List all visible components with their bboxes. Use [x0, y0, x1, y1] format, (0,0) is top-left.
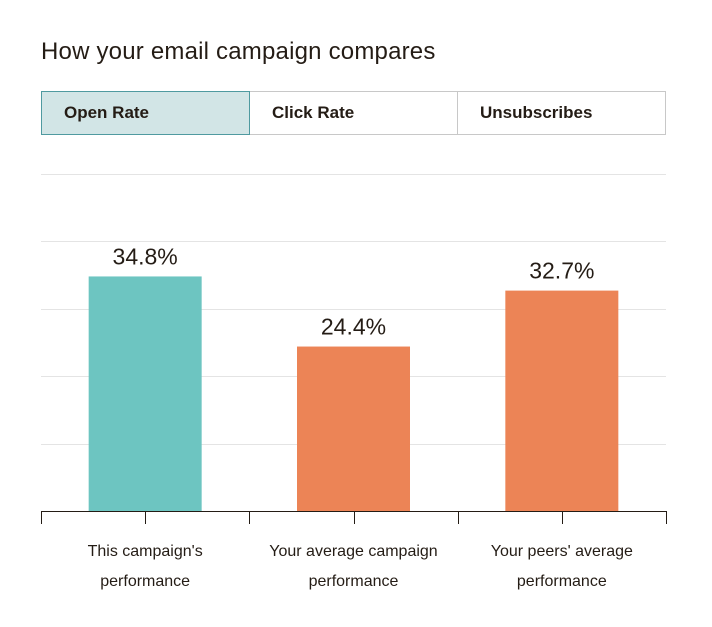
category-label: performance — [100, 573, 190, 590]
bar — [88, 276, 202, 511]
data-label: 32.7% — [529, 258, 594, 284]
category-label: Your average campaign — [269, 543, 437, 560]
metric-tabs: Open Rate Click Rate Unsubscribes — [41, 91, 666, 135]
page-title: How your email campaign compares — [41, 38, 436, 65]
tab-click-rate[interactable]: Click Rate — [250, 92, 458, 134]
tab-unsubscribes[interactable]: Unsubscribes — [458, 92, 665, 134]
data-label: 34.8% — [113, 243, 178, 269]
category-label: This campaign's — [88, 543, 203, 560]
data-label: 24.4% — [321, 314, 386, 340]
category-label: performance — [309, 573, 399, 590]
category-label: performance — [517, 573, 607, 590]
bar — [297, 346, 410, 511]
bar — [505, 290, 619, 511]
category-label: Your peers' average — [491, 543, 633, 560]
tab-open-rate[interactable]: Open Rate — [41, 91, 250, 135]
